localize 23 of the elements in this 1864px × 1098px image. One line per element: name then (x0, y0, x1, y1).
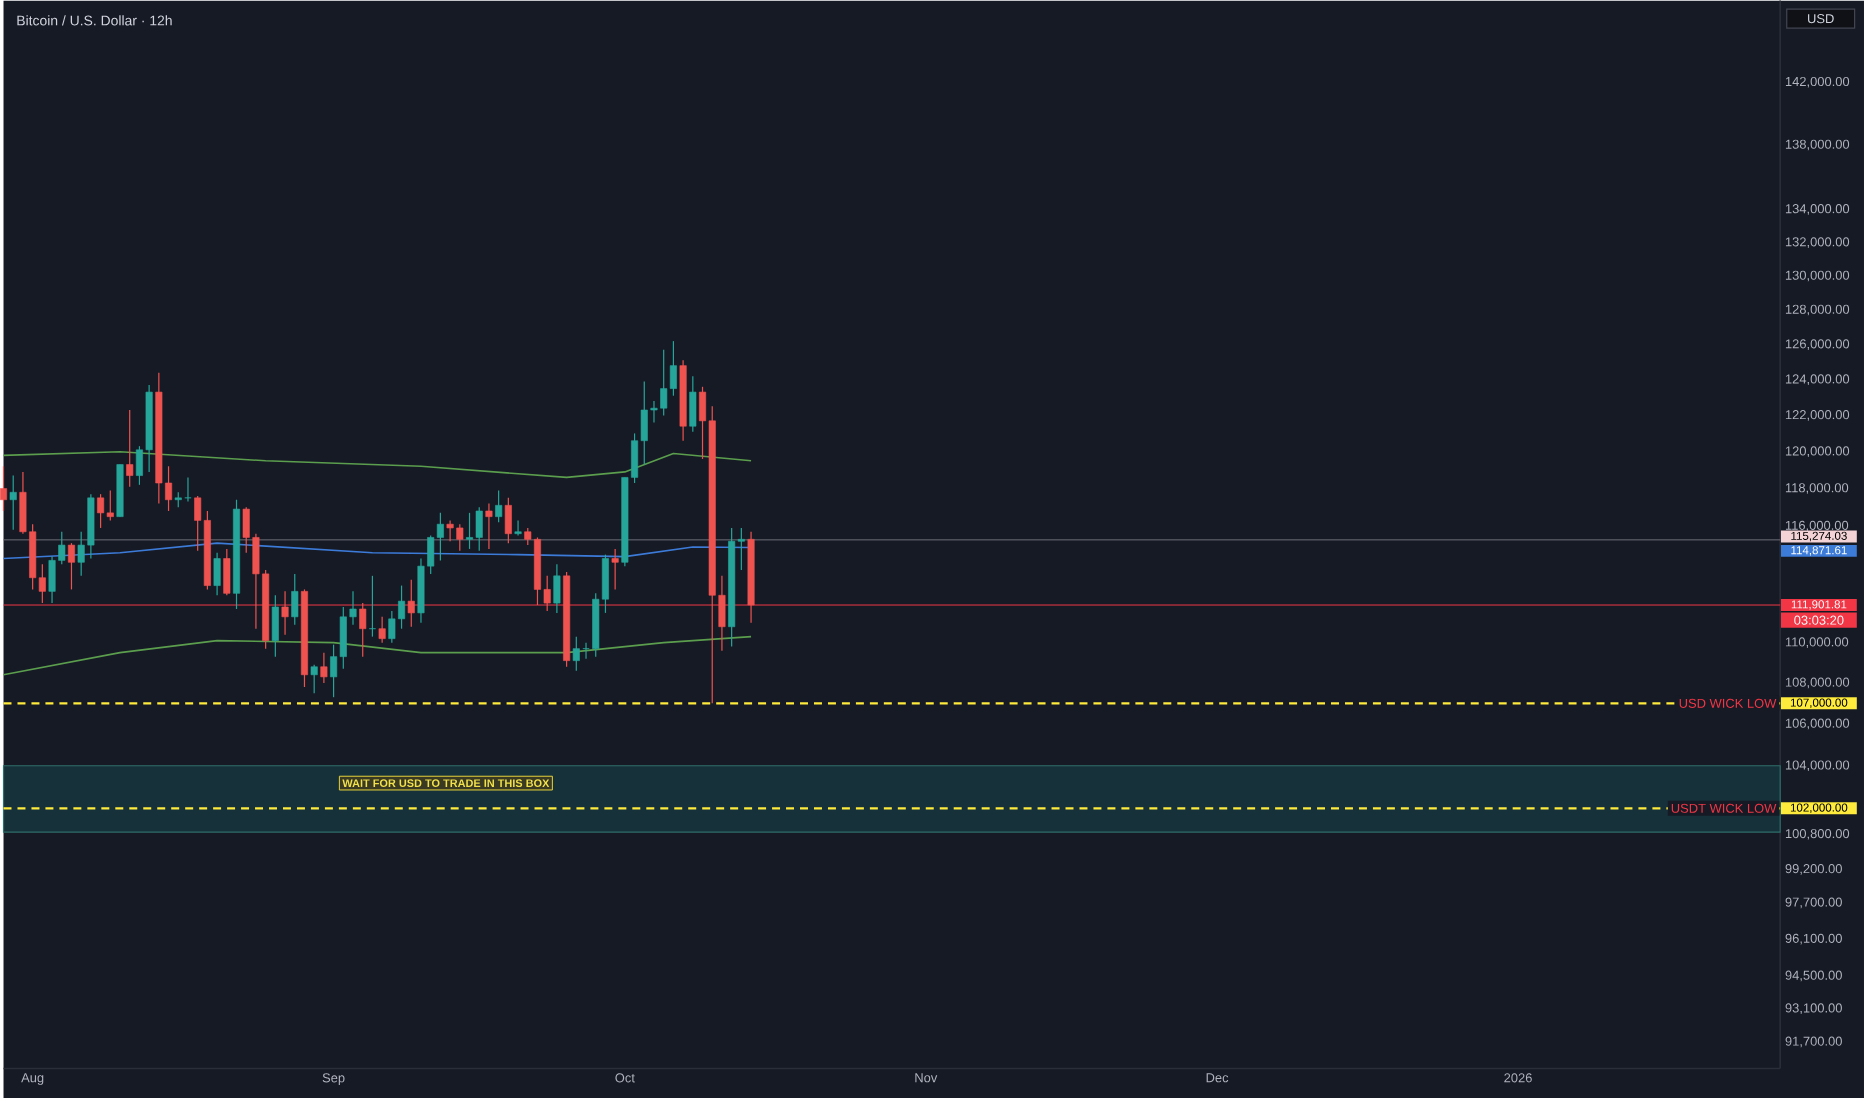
candlestick (67, 542, 75, 590)
candlestick (553, 563, 561, 614)
candlestick (689, 375, 697, 432)
candlestick (213, 551, 221, 596)
candlestick (291, 572, 299, 626)
candlestick (485, 502, 493, 550)
candlestick (611, 547, 619, 590)
candlestick (271, 594, 279, 657)
candlestick (320, 651, 328, 684)
candlestick (9, 474, 17, 531)
candlestick (514, 519, 522, 536)
candlestick (495, 489, 503, 523)
candlestick (223, 547, 231, 596)
candlestick (126, 409, 134, 487)
candlestick (378, 615, 386, 643)
line-series (2, 450, 752, 478)
candlestick (0, 465, 8, 512)
candlestick (407, 578, 415, 627)
line-series (2, 635, 752, 676)
candlestick (504, 496, 512, 544)
candlestick (359, 602, 367, 657)
candlestick (281, 590, 289, 635)
candlestick (310, 663, 318, 694)
